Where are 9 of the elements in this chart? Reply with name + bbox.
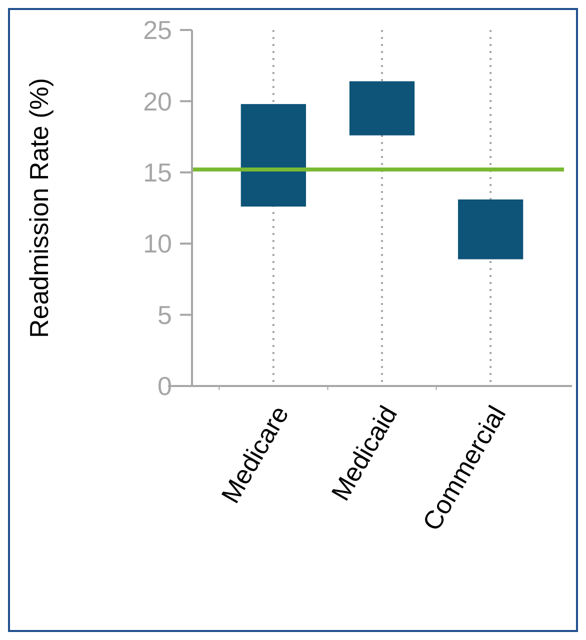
bar [349,81,415,136]
y-tick-label: 20 [143,86,172,116]
y-tick-label: 5 [158,300,172,330]
y-tick-label: 10 [143,228,172,259]
bar [458,199,524,260]
y-tick-label: 25 [143,15,172,46]
bar [240,104,306,207]
y-tick-label: 15 [143,158,172,188]
y-axis-title: Readmission Rate (%) [24,78,54,338]
